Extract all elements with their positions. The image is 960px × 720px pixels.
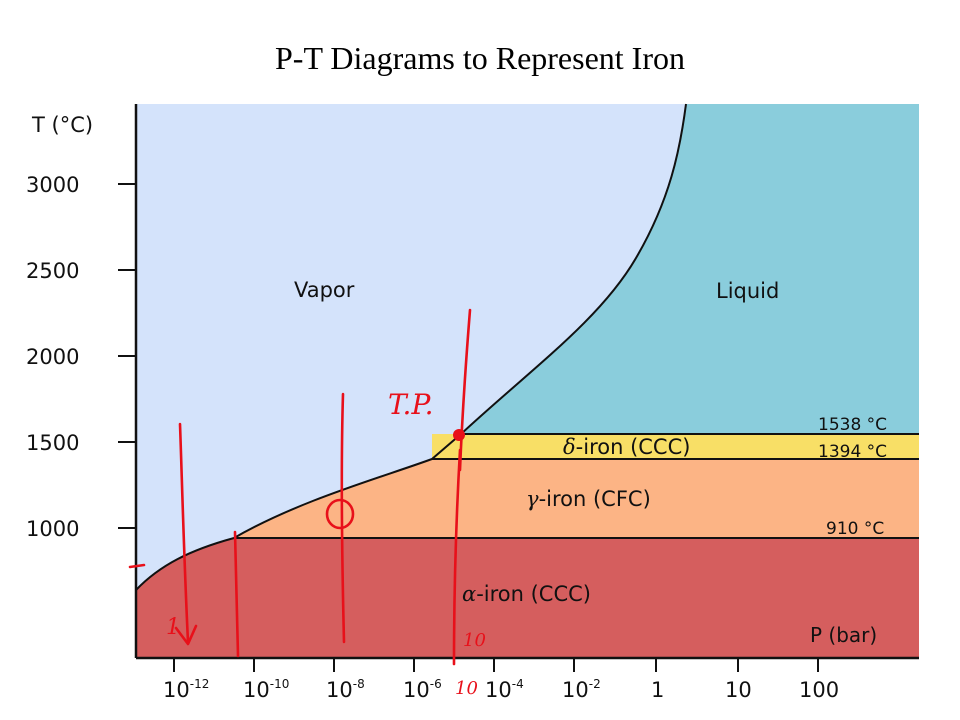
y-tick-label: 1500 bbox=[26, 431, 79, 455]
y-tick-label: 2000 bbox=[26, 345, 79, 369]
x-axis-label: P (bar) bbox=[810, 623, 877, 647]
alpha-iron-region bbox=[136, 538, 919, 658]
annotation-arrowhead bbox=[174, 624, 198, 646]
annotation-line-2 bbox=[233, 530, 240, 658]
annotation-circle bbox=[325, 498, 355, 530]
alpha-iron-label: α-iron (CCC) bbox=[462, 582, 591, 606]
gamma-iron-region bbox=[234, 459, 919, 538]
temp-910-label: 910 °C bbox=[826, 519, 884, 539]
triple-point-dot bbox=[453, 429, 465, 441]
annotation-low-pressure-mark: 1 bbox=[166, 615, 180, 640]
gamma-iron-label: γ-iron (CFC) bbox=[526, 487, 651, 511]
annotation-pressure-label-a: 10 bbox=[463, 630, 486, 651]
x-axis: 10-12 10-10 10-8 10-6 10-4 10-2 1 10 100… bbox=[163, 623, 877, 702]
x-tick-label: 100 bbox=[799, 678, 839, 702]
x-tick-label: 10-8 bbox=[326, 677, 365, 702]
y-axis-label: T (°C) bbox=[31, 113, 93, 137]
y-tick-label: 3000 bbox=[26, 173, 79, 197]
x-tick-label: 1 bbox=[651, 678, 664, 702]
handwritten-annotations: T.P. 1 10 10 bbox=[128, 308, 486, 699]
x-tick-label: 10-4 bbox=[485, 677, 524, 702]
annotation-line-5 bbox=[452, 448, 462, 666]
x-tick-label: 10 bbox=[725, 678, 752, 702]
liquid-region bbox=[461, 104, 919, 434]
triple-point-label: T.P. bbox=[388, 388, 434, 421]
x-tick-label: 10-2 bbox=[562, 677, 601, 702]
y-tick-label: 2500 bbox=[26, 259, 79, 283]
temp-1394-label: 1394 °C bbox=[818, 442, 887, 462]
slide-title: P-T Diagrams to Represent Iron bbox=[275, 40, 685, 76]
delta-iron-region bbox=[432, 434, 919, 459]
x-tick-label: 10-6 bbox=[403, 677, 442, 702]
annotation-line-1 bbox=[178, 422, 190, 644]
y-axis: T (°C) 3000 2500 2000 1500 1000 bbox=[26, 113, 136, 541]
y-tick-label: 1000 bbox=[26, 517, 79, 541]
annotation-dash bbox=[128, 563, 146, 569]
vapor-label: Vapor bbox=[294, 278, 355, 302]
liquid-label: Liquid bbox=[716, 279, 779, 303]
annotation-pressure-label-b: 10 bbox=[455, 678, 478, 699]
annotation-line-3 bbox=[340, 392, 346, 644]
x-tick-label: 10-12 bbox=[163, 677, 209, 702]
x-tick-label: 10-10 bbox=[243, 677, 289, 702]
temp-1538-label: 1538 °C bbox=[818, 415, 887, 435]
delta-iron-label: δ-iron (CCC) bbox=[563, 435, 690, 459]
